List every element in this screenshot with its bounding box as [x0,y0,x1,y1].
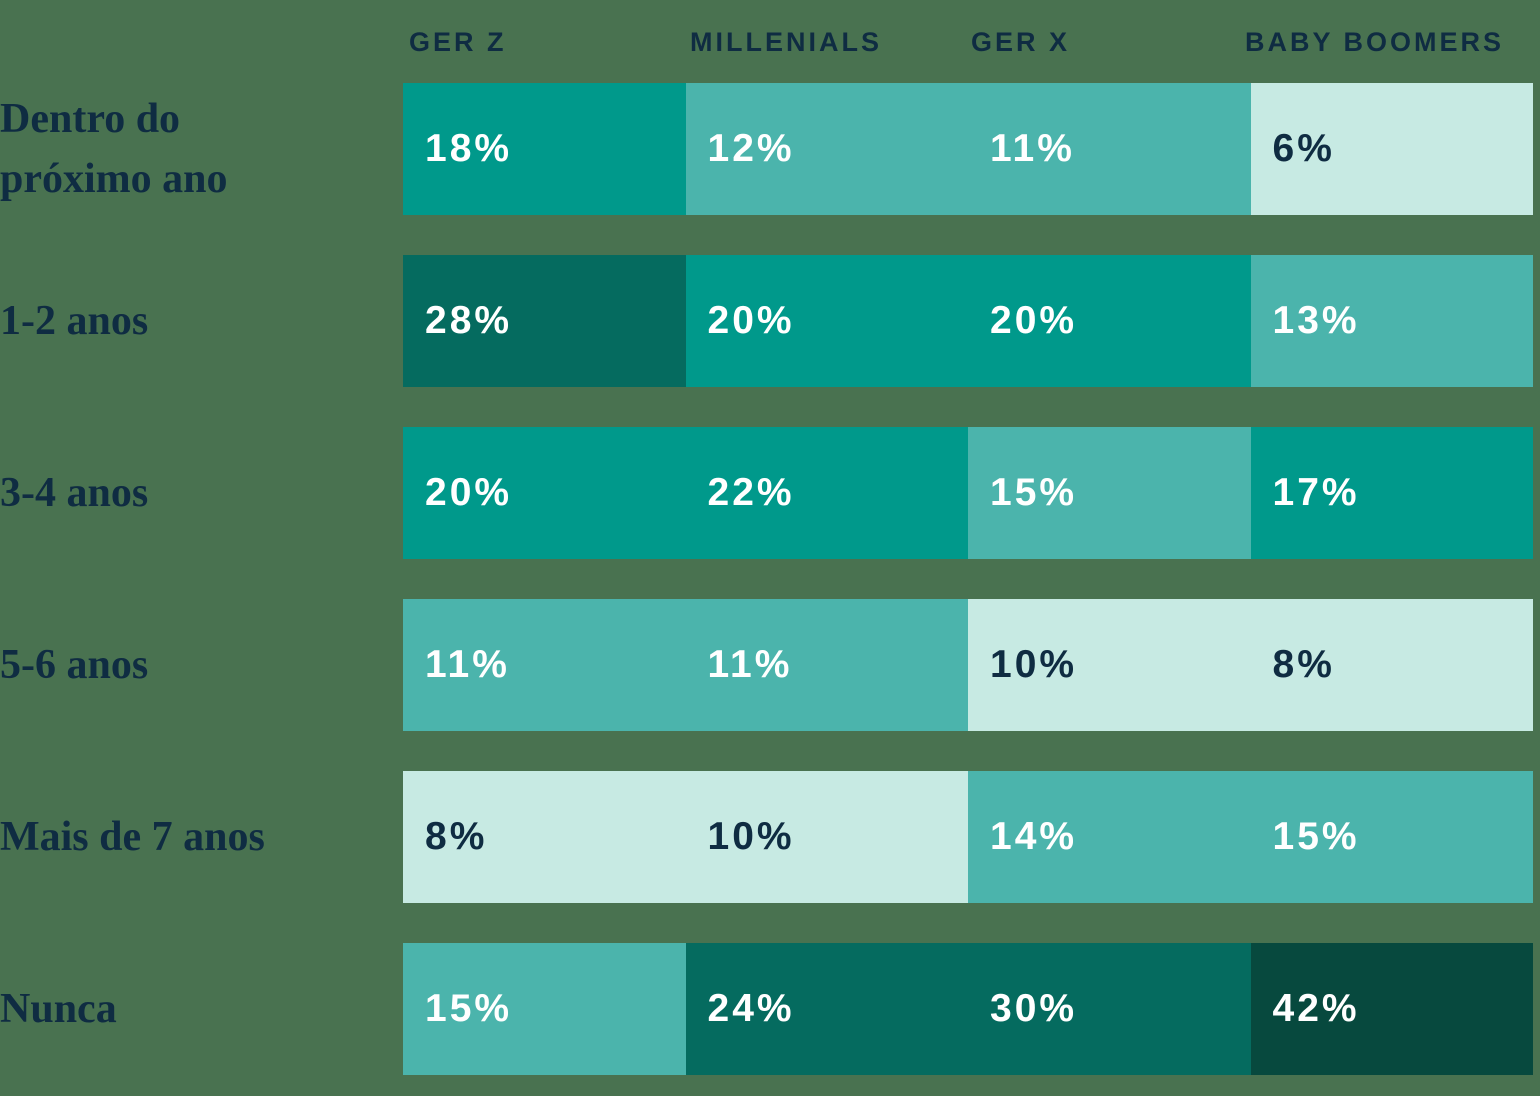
column-header-millenials: MILLENIALS [690,27,882,57]
row-cells: 18% 12% 11% 6% [403,83,1533,215]
heatmap-cell: 20% [968,255,1251,387]
table-row: 3-4 anos 20% 22% 15% 17% [0,427,1533,559]
heatmap-cell: 18% [403,83,686,215]
heatmap-cell: 14% [968,771,1251,903]
row-label-text: 5-6 anos [0,642,149,688]
heatmap-cell: 8% [1250,599,1533,731]
heatmap-cell: 15% [968,427,1251,559]
row-label-3-4-anos: 3-4 anos [0,427,403,559]
row-label-text: Dentro do próximo ano [0,96,228,202]
heatmap-cell: 20% [403,427,686,559]
row-cells: 11% 11% 10% 8% [403,599,1533,731]
table-row: 1-2 anos 28% 20% 20% 13% [0,255,1533,387]
heatmap-cell: 30% [968,943,1251,1075]
row-label-text: Nunca [0,986,117,1032]
row-cells: 20% 22% 15% 17% [403,427,1533,559]
row-label-text: 1-2 anos [0,298,149,344]
heatmap-rows: Dentro do próximo ano 18% 12% 11% 6% 1-2… [0,83,1533,1096]
row-label-text: 3-4 anos [0,470,149,516]
row-label-5-6-anos: 5-6 anos [0,599,403,731]
row-cells: 15% 24% 30% 42% [403,943,1533,1075]
table-row: Dentro do próximo ano 18% 12% 11% 6% [0,83,1533,215]
heatmap-cell: 10% [685,771,968,903]
row-label-nunca: Nunca [0,943,403,1075]
heatmap-cell: 13% [1250,255,1533,387]
heatmap-cell: 12% [685,83,968,215]
heatmap-cell: 42% [1250,943,1533,1075]
column-header-baby-boomers: BABY BOOMERS [1245,27,1505,57]
column-header-ger-x: GER X [971,27,1071,57]
heatmap-cell: 11% [968,83,1251,215]
row-label-dentro-do-proximo-ano: Dentro do próximo ano [0,83,403,215]
row-cells: 8% 10% 14% 15% [403,771,1533,903]
column-headers: GER Z MILLENIALS GER X BABY BOOMERS [403,0,1533,83]
row-cells: 28% 20% 20% 13% [403,255,1533,387]
heatmap-cell: 11% [403,599,686,731]
row-label-mais-de-7-anos: Mais de 7 anos [0,771,403,903]
heatmap-cell: 17% [1250,427,1533,559]
table-row: Mais de 7 anos 8% 10% 14% 15% [0,771,1533,903]
row-label-text: Mais de 7 anos [0,814,265,860]
heatmap-cell: 15% [403,943,686,1075]
table-row: 5-6 anos 11% 11% 10% 8% [0,599,1533,731]
heatmap-cell: 20% [685,255,968,387]
heatmap-cell: 22% [685,427,968,559]
column-header-ger-z: GER Z [409,27,507,57]
heatmap-cell: 6% [1250,83,1533,215]
heatmap-cell: 24% [685,943,968,1075]
row-label-1-2-anos: 1-2 anos [0,255,403,387]
heatmap-cell: 28% [403,255,686,387]
heatmap-cell: 11% [685,599,968,731]
heatmap-cell: 15% [1250,771,1533,903]
table-row: Nunca 15% 24% 30% 42% [0,943,1533,1075]
heatmap-cell: 8% [403,771,686,903]
heatmap-cell: 10% [968,599,1251,731]
